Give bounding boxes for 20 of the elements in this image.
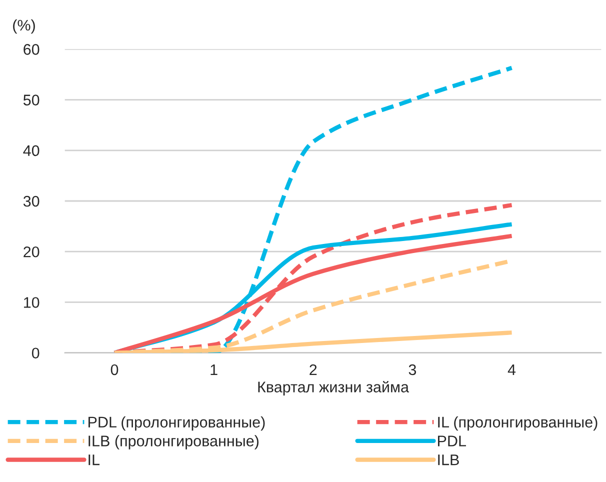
y-tick-label: 30 [23, 196, 40, 207]
y-tick-label: 50 [23, 94, 40, 106]
y-tick-label: 10 [24, 297, 40, 308]
legend-label: ILB [438, 454, 459, 466]
legend-label: IL (пролонгированные) [438, 416, 598, 431]
x-tick-label: 0 [110, 364, 118, 376]
y-axis-title: (%) [13, 19, 35, 34]
y-tick-label: 0 [32, 348, 40, 359]
legend-label: PDL (пролонгированные) [88, 416, 265, 431]
x-tick-label: 2 [310, 364, 317, 376]
x-tick-label: 3 [408, 364, 416, 376]
legend-label: PDL [438, 436, 466, 446]
legend-label: ILB (пролонгированные) [88, 435, 259, 450]
x-tick-label: 4 [508, 364, 516, 376]
legend-label: IL [88, 454, 100, 466]
y-tick-label: 20 [24, 246, 40, 258]
x-tick-label: 1 [210, 364, 218, 376]
y-tick-label: 60 [24, 44, 40, 55]
x-axis-title: Квартал жизни займа [258, 380, 409, 396]
y-tick-label: 40 [23, 145, 40, 156]
